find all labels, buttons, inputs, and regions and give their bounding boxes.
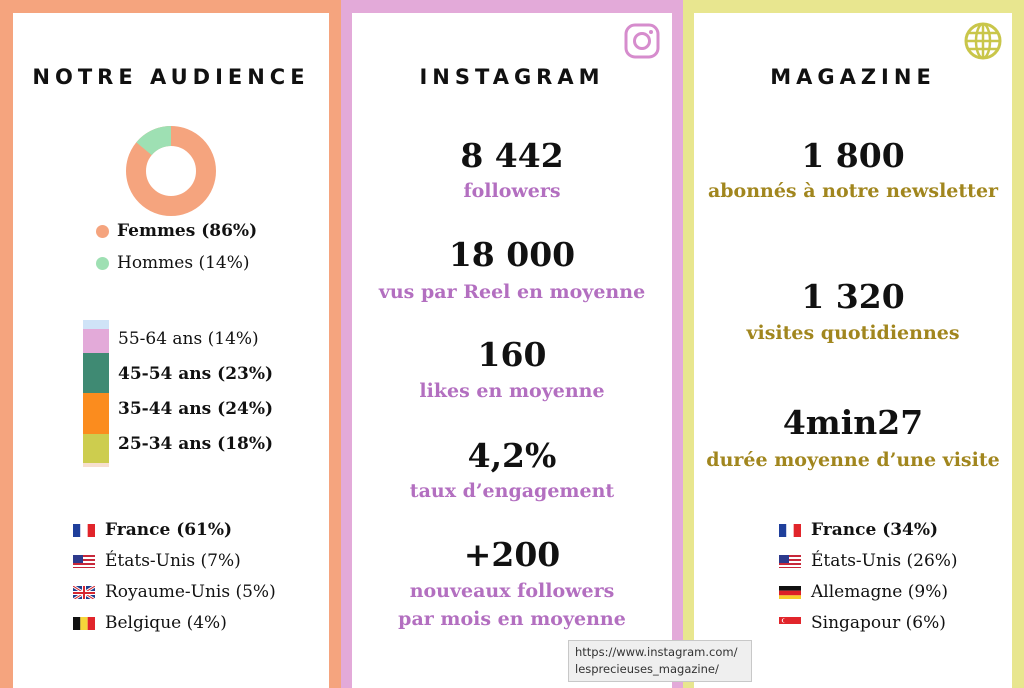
country-france: France (61%) — [73, 520, 232, 540]
tooltip-line-1: https://www.instagram.com/ — [575, 645, 738, 659]
mag-country-france-label: France (34%) — [811, 520, 939, 540]
new-followers-label: nouveaux followers — [409, 580, 615, 602]
us-flag-icon — [779, 554, 801, 568]
age-stacked-bar — [83, 320, 109, 467]
audience-panel: NOTRE AUDIENCE Femmes (86%) Hommes (14%)… — [0, 0, 341, 688]
country-uk-label: Royaume-Unis (5%) — [105, 582, 276, 602]
mag-country-france: France (34%) — [779, 520, 938, 540]
age-segment-35-44 — [83, 393, 109, 434]
new-followers-value: +200 — [463, 535, 561, 574]
legend-femmes-label: Femmes (86%) — [117, 221, 258, 241]
legend-femmes: Femmes (86%) — [96, 221, 257, 241]
age-label-25-34: 25-34 ans (18%) — [118, 434, 274, 454]
age-segment-25-34 — [83, 434, 109, 463]
magazine-card: MAGAZINE 1 800 abonnés à notre newslette… — [694, 13, 1012, 688]
mag-country-usa: États-Unis (26%) — [779, 551, 958, 571]
globe-icon — [964, 22, 1002, 60]
link-url-tooltip: https://www.instagram.com/ lesprecieuses… — [568, 640, 752, 682]
mag-country-germany-label: Allemagne (9%) — [811, 582, 948, 602]
country-usa-label: États-Unis (7%) — [105, 551, 241, 571]
age-label-45-54: 45-54 ans (23%) — [118, 364, 274, 384]
reel-views-value: 18 000 — [448, 235, 576, 274]
instagram-panel: INSTAGRAM 8 442 followers 18 000 vus par… — [341, 0, 683, 688]
fr-flag-icon — [779, 523, 801, 537]
age-label-35-44: 35-44 ans (24%) — [118, 399, 274, 419]
likes-value: 160 — [477, 335, 547, 374]
legend-hommes-label: Hommes (14%) — [117, 253, 250, 273]
daily-visits-label: visites quotidiennes — [746, 322, 960, 344]
audience-title: NOTRE AUDIENCE — [32, 65, 310, 89]
daily-visits-value: 1 320 — [801, 277, 905, 316]
de-flag-icon — [779, 585, 801, 599]
be-flag-icon — [73, 616, 95, 630]
magazine-panel: MAGAZINE 1 800 abonnés à notre newslette… — [683, 0, 1024, 688]
country-usa: États-Unis (7%) — [73, 551, 241, 571]
age-label-55-64: 55-64 ans (14%) — [118, 329, 259, 349]
instagram-title: INSTAGRAM — [419, 65, 605, 89]
age-segment-18-24 — [83, 463, 109, 467]
country-belgium: Belgique (4%) — [73, 613, 227, 633]
mag-country-germany: Allemagne (9%) — [779, 582, 948, 602]
reel-views-label: vus par Reel en moyenne — [378, 281, 646, 303]
engagement-label: taux d’engagement — [409, 480, 615, 502]
instagram-icon — [624, 23, 660, 59]
sg-flag-icon — [779, 616, 801, 630]
magazine-title: MAGAZINE — [770, 65, 936, 89]
donut-slice-hommes — [136, 126, 172, 156]
followers-label: followers — [463, 180, 561, 202]
tooltip-line-2: lesprecieuses_magazine/ — [575, 662, 719, 676]
followers-value: 8 442 — [460, 136, 564, 175]
fr-flag-icon — [73, 523, 95, 537]
femmes-dot — [96, 224, 109, 238]
audience-card: NOTRE AUDIENCE Femmes (86%) Hommes (14%)… — [13, 13, 329, 688]
instagram-card: INSTAGRAM 8 442 followers 18 000 vus par… — [352, 13, 672, 688]
mag-country-usa-label: États-Unis (26%) — [811, 551, 958, 571]
hommes-dot — [96, 256, 109, 270]
engagement-value: 4,2% — [467, 436, 557, 475]
country-uk: Royaume-Unis (5%) — [73, 582, 276, 602]
legend-hommes: Hommes (14%) — [96, 253, 250, 273]
newsletter-label: abonnés à notre newsletter — [707, 180, 999, 202]
likes-label: likes en moyenne — [419, 380, 605, 402]
uk-flag-icon — [73, 585, 95, 599]
age-segment-65plus — [83, 320, 109, 329]
age-segment-45-54 — [83, 353, 109, 393]
new-followers-label-2: par mois en moyenne — [398, 608, 626, 630]
gender-donut-chart — [126, 126, 216, 216]
visit-duration-label: durée moyenne d’une visite — [706, 449, 1000, 471]
age-segment-55-64 — [83, 329, 109, 353]
mag-country-singapore-label: Singapour (6%) — [811, 613, 946, 633]
country-belgium-label: Belgique (4%) — [105, 613, 227, 633]
newsletter-value: 1 800 — [801, 136, 905, 175]
mag-country-singapore: Singapour (6%) — [779, 613, 946, 633]
us-flag-icon — [73, 554, 95, 568]
country-france-label: France (61%) — [105, 520, 233, 540]
visit-duration-value: 4min27 — [782, 403, 924, 442]
